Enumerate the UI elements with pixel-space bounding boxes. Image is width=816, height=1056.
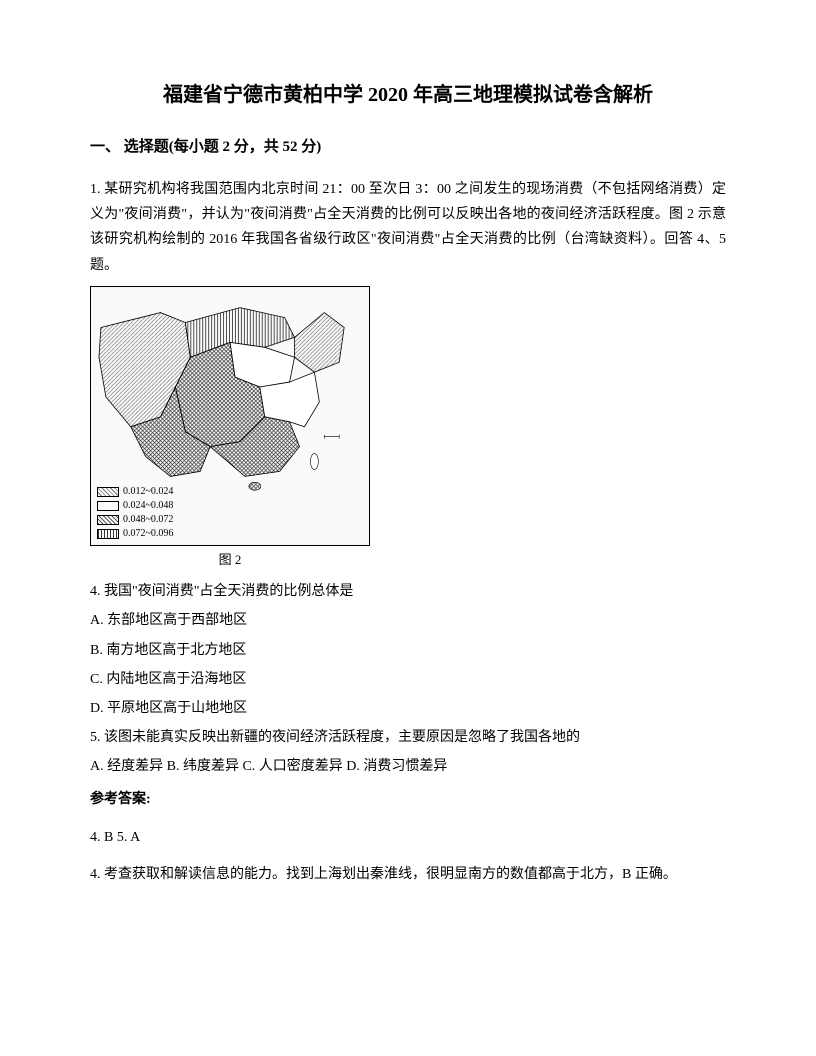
legend-label: 0.024~0.048 <box>123 499 173 513</box>
legend-row: 0.072~0.096 <box>97 527 173 541</box>
answer-label: 参考答案: <box>90 787 726 812</box>
section-header: 一、 选择题(每小题 2 分，共 52 分) <box>90 134 726 161</box>
question-intro: 1. 某研究机构将我国范围内北京时间 21：00 至次日 3：00 之间发生的现… <box>90 177 726 278</box>
legend-label: 0.012~0.024 <box>123 485 173 499</box>
china-map-svg <box>91 287 369 497</box>
answers: 4. B 5. A <box>90 825 726 850</box>
legend-swatch <box>97 487 119 497</box>
q4-option-d: D. 平原地区高于山地地区 <box>90 696 726 721</box>
legend-label: 0.072~0.096 <box>123 527 173 541</box>
page-title: 福建省宁德市黄柏中学 2020 年高三地理模拟试卷含解析 <box>90 80 726 110</box>
map-legend: 0.012~0.024 0.024~0.048 0.048~0.072 0.07… <box>97 485 173 541</box>
q4-stem: 4. 我国"夜间消费"占全天消费的比例总体是 <box>90 579 726 604</box>
map-caption: 图 2 <box>90 548 370 571</box>
q4-option-c: C. 内陆地区高于沿海地区 <box>90 667 726 692</box>
legend-swatch <box>97 515 119 525</box>
q5-stem: 5. 该图未能真实反映出新疆的夜间经济活跃程度，主要原因是忽略了我国各地的 <box>90 725 726 750</box>
explanation-q4: 4. 考查获取和解读信息的能力。找到上海划出秦淮线，很明显南方的数值都高于北方，… <box>90 862 726 887</box>
q5-options: A. 经度差异 B. 纬度差异 C. 人口密度差异 D. 消费习惯差异 <box>90 754 726 779</box>
map-figure: 0.012~0.024 0.024~0.048 0.048~0.072 0.07… <box>90 286 370 546</box>
map-container: 0.012~0.024 0.024~0.048 0.048~0.072 0.07… <box>90 286 726 571</box>
legend-swatch <box>97 501 119 511</box>
q4-option-a: A. 东部地区高于西部地区 <box>90 608 726 633</box>
legend-row: 0.048~0.072 <box>97 513 173 527</box>
legend-row: 0.012~0.024 <box>97 485 173 499</box>
legend-label: 0.048~0.072 <box>123 513 173 527</box>
legend-row: 0.024~0.048 <box>97 499 173 513</box>
legend-swatch <box>97 529 119 539</box>
q4-option-b: B. 南方地区高于北方地区 <box>90 638 726 663</box>
